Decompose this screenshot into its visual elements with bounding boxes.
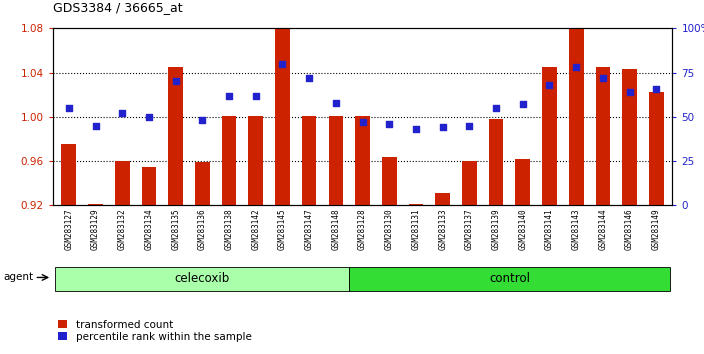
Point [63, 105, 75, 111]
Text: GSM283148: GSM283148 [332, 208, 340, 250]
Text: GSM283138: GSM283138 [225, 208, 234, 250]
Bar [61, 144, 76, 205]
Text: GSM283144: GSM283144 [598, 208, 608, 250]
Text: GSM283143: GSM283143 [572, 208, 581, 250]
Text: GSM283128: GSM283128 [358, 208, 367, 250]
Bar [349, 267, 670, 291]
Bar [115, 161, 130, 205]
Point [624, 89, 635, 95]
Bar [649, 92, 664, 205]
Point [517, 102, 529, 107]
Bar [222, 116, 237, 205]
Text: GSM283127: GSM283127 [64, 208, 73, 250]
Point [330, 100, 341, 105]
Text: GSM283147: GSM283147 [305, 208, 314, 250]
Text: celecoxib: celecoxib [175, 272, 230, 285]
Point [196, 118, 208, 123]
Bar [88, 204, 103, 205]
Text: agent: agent [4, 273, 34, 282]
Bar [515, 159, 530, 205]
Point [491, 105, 502, 111]
Bar [329, 116, 344, 205]
Point [277, 61, 288, 67]
Bar [168, 67, 183, 205]
Text: GSM283135: GSM283135 [171, 208, 180, 250]
Point [384, 121, 395, 127]
Bar [408, 204, 423, 205]
Text: GSM283149: GSM283149 [652, 208, 661, 250]
Text: GSM283142: GSM283142 [251, 208, 260, 250]
Bar [542, 67, 557, 205]
Legend: transformed count, percentile rank within the sample: transformed count, percentile rank withi… [58, 320, 251, 342]
Text: GDS3384 / 36665_at: GDS3384 / 36665_at [53, 1, 182, 14]
Text: GSM283130: GSM283130 [385, 208, 394, 250]
Bar [195, 162, 210, 205]
Text: GSM283146: GSM283146 [625, 208, 634, 250]
Bar [435, 193, 450, 205]
Point [597, 75, 608, 81]
Bar [622, 69, 637, 205]
Bar [275, 29, 290, 205]
Text: control: control [489, 272, 530, 285]
Bar [56, 267, 349, 291]
Bar [569, 29, 584, 205]
Point [90, 123, 101, 129]
Text: GSM283129: GSM283129 [91, 208, 100, 250]
Bar [249, 116, 263, 205]
Bar [302, 116, 317, 205]
Text: GSM283140: GSM283140 [518, 208, 527, 250]
Bar [382, 156, 396, 205]
Text: GSM283133: GSM283133 [438, 208, 447, 250]
Text: GSM283139: GSM283139 [491, 208, 501, 250]
Text: GSM283141: GSM283141 [545, 208, 554, 250]
Point [303, 75, 315, 81]
Text: GSM283136: GSM283136 [198, 208, 207, 250]
Text: GSM283137: GSM283137 [465, 208, 474, 250]
Text: GSM283131: GSM283131 [411, 208, 420, 250]
Point [437, 125, 448, 130]
Text: GSM283134: GSM283134 [144, 208, 153, 250]
Point [464, 123, 475, 129]
Point [117, 110, 128, 116]
Bar [462, 161, 477, 205]
Point [410, 126, 422, 132]
Point [570, 64, 582, 70]
Point [357, 119, 368, 125]
Point [250, 93, 261, 98]
Bar [489, 119, 503, 205]
Point [544, 82, 555, 88]
Text: GSM283132: GSM283132 [118, 208, 127, 250]
Point [170, 79, 181, 84]
Point [650, 86, 662, 91]
Point [223, 93, 234, 98]
Bar [356, 116, 370, 205]
Bar [596, 67, 610, 205]
Bar [142, 167, 156, 205]
Text: GSM283145: GSM283145 [278, 208, 287, 250]
Point [144, 114, 155, 120]
